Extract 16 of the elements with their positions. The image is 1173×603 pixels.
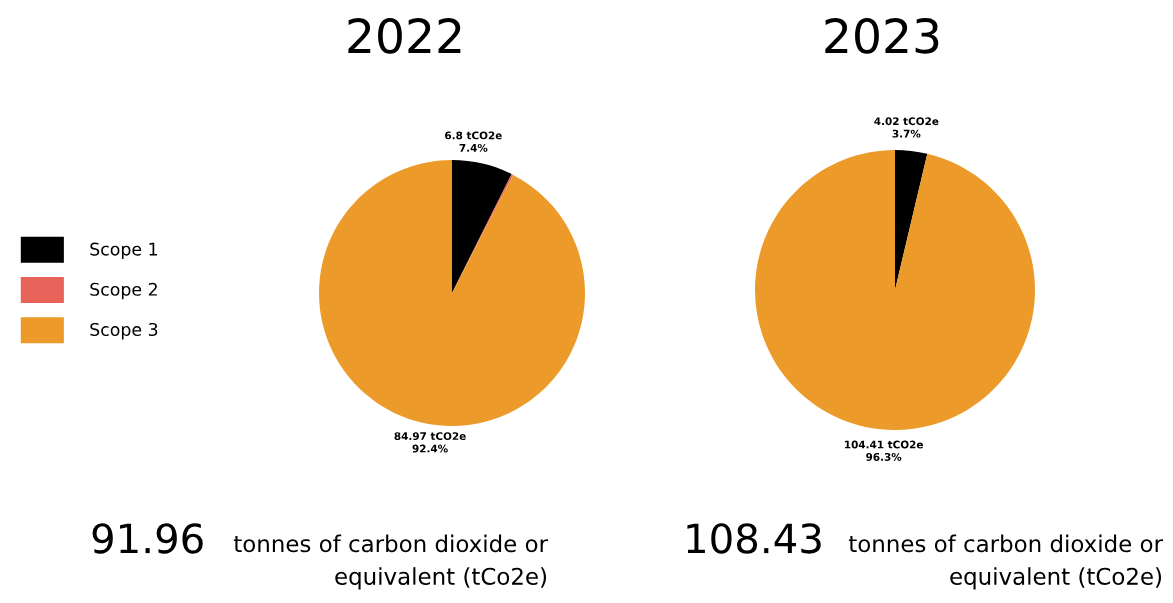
- text: 91.96: [92, 523, 203, 554]
- chart-title: 2023: [825, 17, 939, 54]
- data-label: 6.8 tCO2e 7.4%: [445, 131, 502, 152]
- data-label: 84.97 tCO2e 92.4%: [394, 432, 466, 453]
- text: tonnes of carbon dioxide or equivalent (tCo2e): [848, 534, 1163, 590]
- data-label: 104.41 tCO2e 96.3%: [845, 440, 923, 461]
- pie-slice: [755, 150, 1035, 430]
- pie-slice: [319, 160, 585, 426]
- text: 108.43: [687, 523, 821, 554]
- pie-slice: [895, 150, 928, 290]
- legend-label: Scope 1: [90, 242, 158, 260]
- legend-label: Scope 3: [90, 322, 158, 340]
- chart-title: 2022: [348, 17, 461, 54]
- data-label: 4.02 tCO2e 3.7%: [874, 117, 939, 138]
- text: tonnes of carbon dioxide or equivalent (tCo2e): [233, 534, 548, 590]
- legend-label: Scope 2: [90, 282, 157, 300]
